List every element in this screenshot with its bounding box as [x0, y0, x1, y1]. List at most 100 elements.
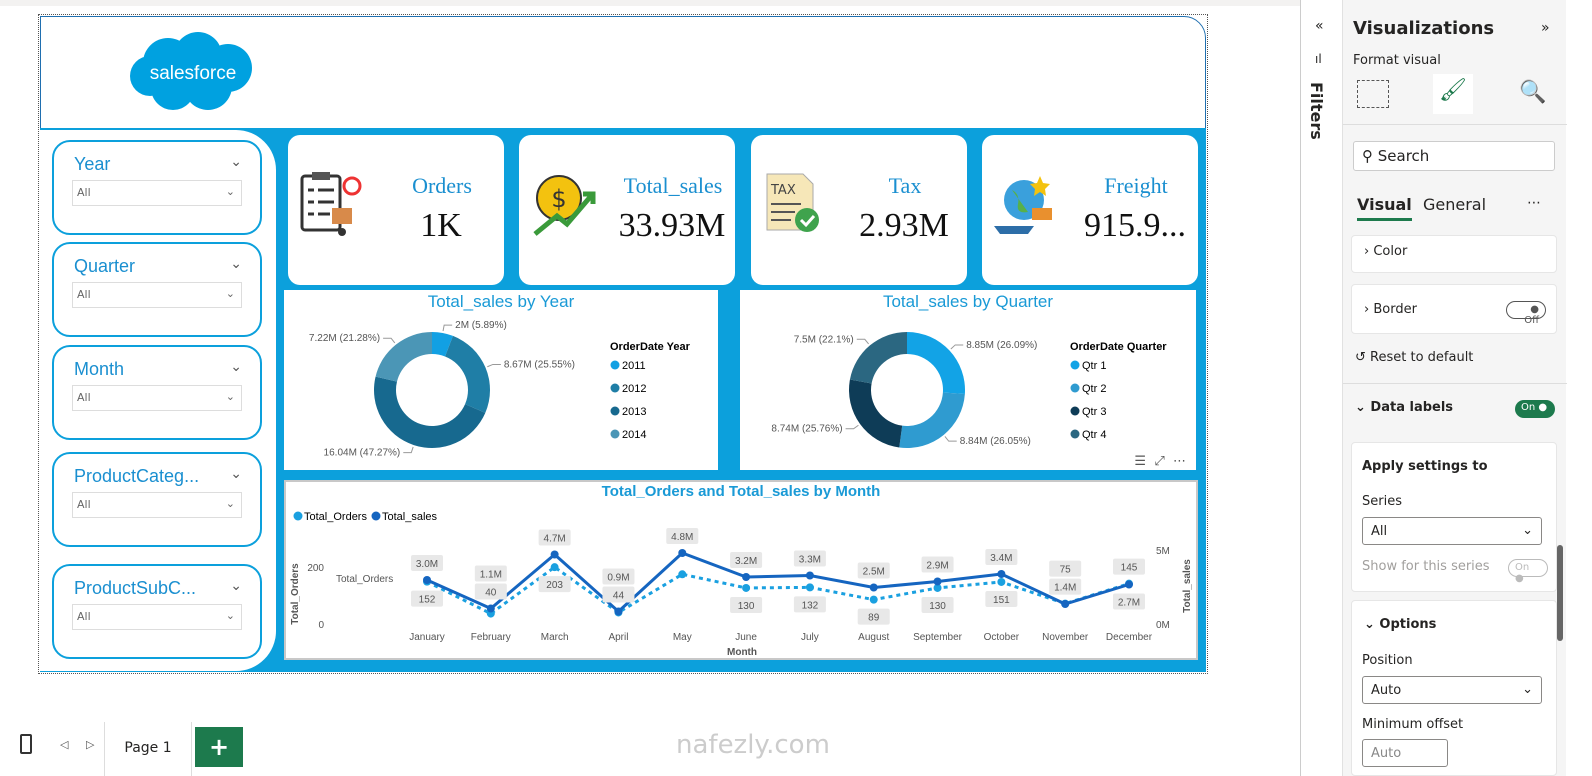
show-series-toggle[interactable]: On ●: [1508, 559, 1548, 584]
chevron-down-icon[interactable]: ⌄: [230, 359, 242, 375]
more-options-icon[interactable]: ⋯: [1173, 454, 1186, 469]
legend-title: OrderDate Quarter: [1070, 341, 1167, 353]
legend-item[interactable]: 2011: [622, 360, 646, 372]
next-page-icon[interactable]: ▷: [86, 738, 95, 751]
legend-item[interactable]: Qtr 2: [1082, 383, 1106, 395]
data-point[interactable]: [805, 571, 814, 580]
focus-mode-icon[interactable]: ⤢: [1154, 454, 1165, 469]
pane-scrollbar[interactable]: [1557, 545, 1563, 641]
slicer-4[interactable]: ProductSubC... ⌄ All ⌄: [52, 564, 262, 659]
card-total-sales[interactable]: $ Total_sales 33.93M: [519, 135, 735, 285]
tab-general[interactable]: General: [1423, 195, 1487, 214]
data-point[interactable]: [933, 577, 942, 586]
data-label: 3.0M: [416, 559, 438, 570]
data-label-bg: [985, 590, 1018, 607]
format-visual-icon[interactable]: 🖌: [1433, 74, 1473, 114]
slicer-dropdown[interactable]: All ⌄: [72, 385, 242, 411]
line-chart-visual[interactable]: Total_Orders and Total_sales by Month To…: [284, 480, 1198, 660]
reset-to-default-button[interactable]: ↺ Reset to default: [1355, 350, 1474, 365]
data-point[interactable]: [869, 595, 878, 604]
chevron-down-icon[interactable]: ⌄: [230, 466, 242, 482]
leader-line: [856, 338, 869, 345]
border-section[interactable]: › Border ● Off: [1351, 284, 1557, 334]
donut-slice[interactable]: [375, 332, 432, 382]
slicer-1[interactable]: Quarter ⌄ All ⌄: [52, 242, 262, 337]
slicer-2[interactable]: Month ⌄ All ⌄: [52, 345, 262, 440]
options-header[interactable]: ⌄ Options: [1364, 617, 1437, 632]
data-label: 44: [613, 591, 625, 602]
legend-item[interactable]: 2012: [622, 383, 646, 395]
donut-year-visual[interactable]: Total_sales by Year 2M (5.89%) 8.67M (25.…: [284, 290, 718, 470]
data-point[interactable]: [1125, 580, 1133, 589]
slicer-dropdown[interactable]: All ⌄: [72, 492, 242, 518]
data-point[interactable]: [742, 583, 751, 592]
donut-slice[interactable]: [899, 392, 965, 448]
data-point[interactable]: [742, 573, 751, 581]
data-point[interactable]: [869, 583, 878, 592]
card-tax[interactable]: TAX Tax 2.93M: [751, 135, 967, 285]
data-point[interactable]: [933, 583, 942, 592]
data-labels-toggle[interactable]: On ●: [1515, 400, 1555, 418]
search-input[interactable]: ⚲ Search: [1353, 141, 1555, 171]
slicer-3[interactable]: ProductCateg... ⌄ All ⌄: [52, 452, 262, 547]
slicer-dropdown[interactable]: All ⌄: [72, 282, 242, 308]
analytics-icon[interactable]: 🔍: [1519, 80, 1547, 105]
data-point[interactable]: [805, 583, 814, 592]
card-freight[interactable]: Freight 915.9...: [982, 135, 1198, 285]
tab-visual[interactable]: Visual: [1357, 195, 1412, 221]
expand-pane-icon[interactable]: »: [1541, 20, 1550, 36]
data-point[interactable]: [550, 563, 559, 572]
data-label-bg: [411, 555, 443, 571]
donut-slice[interactable]: [849, 332, 907, 384]
color-section[interactable]: › Color: [1351, 235, 1557, 273]
more-options-icon[interactable]: ⋯: [1527, 195, 1541, 211]
data-point[interactable]: [997, 577, 1006, 586]
data-point[interactable]: [423, 576, 431, 584]
data-point[interactable]: [997, 570, 1006, 578]
data-point[interactable]: [614, 607, 623, 616]
data-point[interactable]: [550, 550, 559, 559]
series-dropdown[interactable]: All ⌄: [1362, 517, 1542, 545]
filter-icon[interactable]: ☰: [1134, 454, 1147, 469]
card-value: 1K: [420, 207, 462, 244]
prev-page-icon[interactable]: ◁: [60, 738, 69, 751]
donut-quarter-visual[interactable]: Total_sales by Quarter 8.85M (26.09%) 8.8…: [740, 290, 1196, 470]
collapse-filters-icon[interactable]: «: [1315, 18, 1324, 34]
filters-label[interactable]: Filters: [1307, 82, 1326, 140]
legend-item[interactable]: Qtr 3: [1082, 406, 1106, 418]
filter-bars-icon: ıl: [1315, 52, 1322, 66]
legend-item[interactable]: 2014: [622, 429, 646, 441]
data-point[interactable]: [678, 549, 687, 557]
chevron-down-icon[interactable]: ⌄: [230, 256, 242, 272]
data-point[interactable]: [678, 570, 687, 579]
slicer-dropdown[interactable]: All ⌄: [72, 180, 242, 206]
legend-item[interactable]: Total_Orders: [304, 511, 367, 523]
page-navigation: ◁ ▷ Page 1 + nafezly.com: [0, 722, 1300, 776]
slicer-title: ProductSubC...: [74, 578, 197, 598]
position-dropdown[interactable]: Auto ⌄: [1362, 676, 1542, 704]
add-page-button[interactable]: +: [195, 727, 243, 767]
donut-slice[interactable]: [432, 332, 453, 357]
data-point[interactable]: [1061, 600, 1070, 608]
border-toggle[interactable]: ● Off: [1506, 301, 1546, 326]
chart-title: Total_sales by Year: [427, 292, 575, 311]
minimum-offset-input[interactable]: Auto: [1362, 739, 1448, 767]
legend-item[interactable]: 2013: [622, 406, 646, 418]
donut-slice[interactable]: [373, 376, 486, 449]
legend-item[interactable]: Total_sales: [382, 511, 438, 523]
page-tab[interactable]: Page 1: [104, 722, 192, 776]
build-visual-icon[interactable]: [1357, 80, 1389, 108]
donut-slice[interactable]: [907, 332, 965, 394]
slicer-dropdown[interactable]: All ⌄: [72, 604, 242, 630]
legend-item[interactable]: Qtr 1: [1082, 360, 1106, 372]
donut-slice[interactable]: [849, 379, 903, 448]
chevron-down-icon[interactable]: ⌄: [230, 154, 242, 170]
legend-item[interactable]: Qtr 4: [1082, 429, 1106, 441]
mobile-layout-icon[interactable]: [20, 734, 32, 754]
slicer-0[interactable]: Year ⌄ All ⌄: [52, 140, 262, 235]
donut-slice[interactable]: [445, 335, 490, 413]
card-orders[interactable]: Orders 1K: [288, 135, 504, 285]
chevron-down-icon[interactable]: ⌄: [230, 578, 242, 594]
data-point[interactable]: [486, 604, 495, 613]
data-labels-section[interactable]: ⌄ Data labels: [1355, 400, 1454, 415]
